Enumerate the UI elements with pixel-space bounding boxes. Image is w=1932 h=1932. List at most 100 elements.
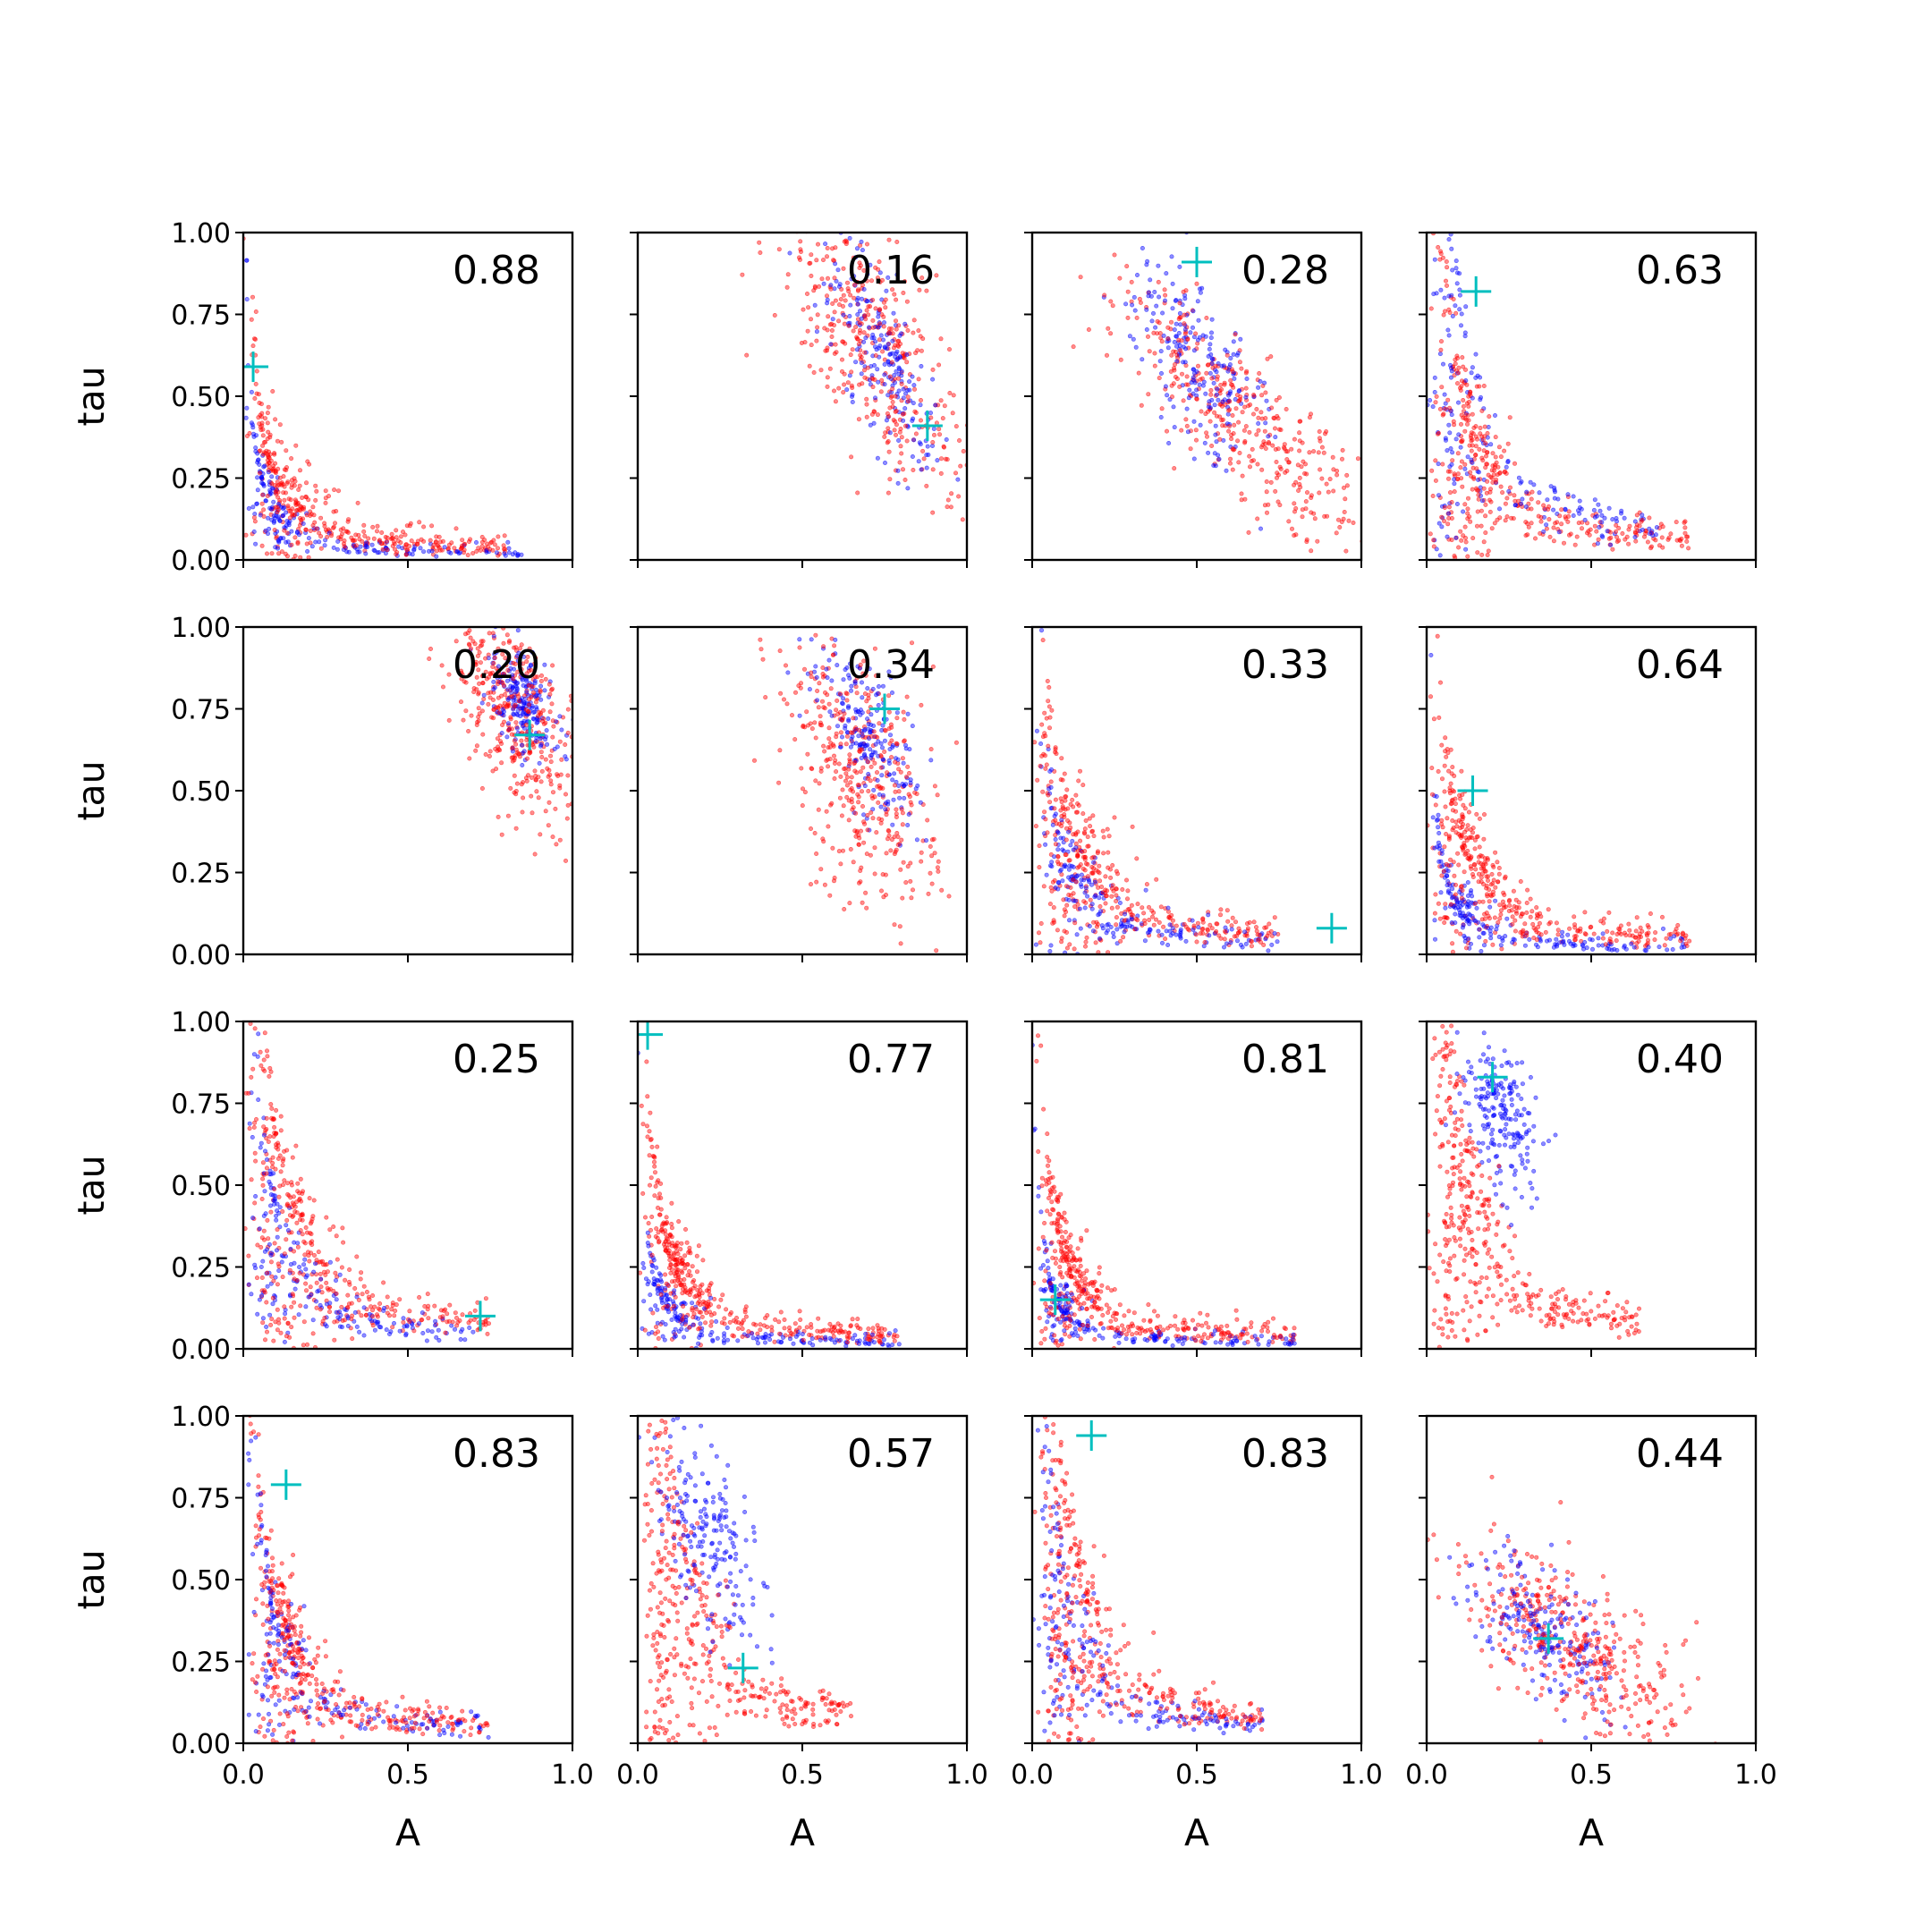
blue-point bbox=[1235, 351, 1241, 356]
blue-point bbox=[1465, 902, 1470, 908]
red-point bbox=[1195, 920, 1200, 926]
blue-point bbox=[828, 342, 834, 347]
red-point bbox=[900, 467, 905, 472]
red-point bbox=[785, 228, 789, 232]
red-point bbox=[1038, 763, 1043, 768]
blue-point bbox=[421, 549, 427, 555]
blue-point bbox=[1123, 911, 1128, 917]
red-point bbox=[540, 708, 546, 713]
red-point bbox=[1580, 526, 1585, 531]
red-point bbox=[1059, 939, 1064, 945]
red-point bbox=[1208, 419, 1213, 424]
y-tick-label: 0.25 bbox=[171, 859, 231, 890]
red-point bbox=[1093, 940, 1098, 945]
red-point bbox=[1343, 548, 1349, 554]
red-point bbox=[1470, 465, 1476, 470]
blue-point bbox=[1177, 310, 1182, 316]
red-point bbox=[1091, 919, 1097, 925]
blue-point bbox=[1197, 335, 1202, 340]
blue-point bbox=[1468, 890, 1473, 895]
blue-point bbox=[1441, 219, 1445, 223]
red-point bbox=[1243, 386, 1249, 391]
blue-point bbox=[1646, 945, 1651, 950]
red-point bbox=[496, 679, 501, 684]
red-point bbox=[747, 577, 750, 580]
red-point bbox=[1494, 460, 1499, 465]
points-group bbox=[740, 200, 967, 522]
blue-point bbox=[892, 771, 897, 776]
blue-point bbox=[944, 436, 949, 442]
red-point bbox=[490, 768, 496, 774]
blue-point bbox=[1171, 404, 1176, 410]
blue-point bbox=[261, 464, 267, 470]
red-point bbox=[826, 314, 831, 319]
red-point bbox=[1524, 491, 1530, 496]
blue-point bbox=[855, 295, 860, 301]
blue-point bbox=[1444, 868, 1449, 873]
red-point bbox=[838, 297, 843, 302]
blue-point bbox=[1197, 382, 1202, 387]
red-point bbox=[314, 1305, 319, 1310]
red-point bbox=[1064, 945, 1070, 951]
blue-point bbox=[275, 514, 281, 520]
red-point bbox=[1546, 921, 1552, 927]
red-point bbox=[1182, 312, 1187, 318]
red-point bbox=[1273, 426, 1278, 431]
red-point bbox=[370, 524, 376, 530]
blue-point bbox=[859, 371, 864, 377]
red-point bbox=[1089, 829, 1095, 835]
red-point bbox=[1142, 918, 1148, 923]
red-point bbox=[1340, 456, 1345, 462]
red-point bbox=[1458, 796, 1463, 801]
red-point bbox=[873, 306, 878, 311]
blue-point bbox=[903, 746, 909, 751]
blue-point bbox=[434, 554, 439, 559]
red-point bbox=[886, 726, 892, 732]
red-point bbox=[246, 1253, 251, 1258]
red-point bbox=[792, 737, 798, 742]
blue-point bbox=[1464, 916, 1470, 921]
red-point bbox=[1053, 842, 1058, 847]
blue-point bbox=[882, 460, 887, 465]
blue-point bbox=[830, 317, 835, 322]
red-point bbox=[772, 312, 777, 318]
red-point bbox=[261, 1057, 267, 1063]
blue-point bbox=[1196, 318, 1201, 323]
red-point bbox=[800, 803, 805, 809]
red-point bbox=[931, 836, 936, 842]
red-point bbox=[781, 200, 784, 204]
red-point bbox=[1582, 910, 1588, 915]
red-point bbox=[1600, 936, 1606, 941]
red-point bbox=[491, 707, 496, 712]
blue-point bbox=[1097, 936, 1103, 941]
blue-point bbox=[1117, 900, 1123, 905]
red-point bbox=[537, 709, 542, 715]
blue-point bbox=[1602, 515, 1607, 521]
red-point bbox=[1456, 545, 1462, 550]
red-point bbox=[876, 800, 881, 805]
red-point bbox=[254, 369, 259, 374]
red-point bbox=[479, 539, 485, 545]
red-point bbox=[534, 789, 539, 794]
red-point bbox=[1614, 938, 1619, 944]
blue-point bbox=[1562, 942, 1567, 947]
red-point bbox=[530, 690, 536, 695]
blue-point bbox=[1068, 843, 1073, 848]
red-point bbox=[1177, 301, 1182, 306]
red-point bbox=[377, 538, 382, 543]
blue-point bbox=[263, 528, 268, 533]
red-point bbox=[834, 597, 837, 601]
red-point bbox=[1433, 478, 1438, 483]
red-point bbox=[855, 792, 860, 797]
blue-point bbox=[306, 536, 311, 541]
red-point bbox=[945, 504, 950, 510]
blue-point bbox=[1053, 811, 1058, 817]
blue-point bbox=[1148, 928, 1153, 933]
blue-point bbox=[875, 455, 880, 461]
red-point bbox=[492, 542, 497, 547]
red-point bbox=[1460, 844, 1465, 850]
blue-point bbox=[515, 628, 521, 633]
blue-point bbox=[1195, 299, 1200, 304]
points-group bbox=[1032, 628, 1281, 954]
red-point bbox=[858, 769, 863, 775]
